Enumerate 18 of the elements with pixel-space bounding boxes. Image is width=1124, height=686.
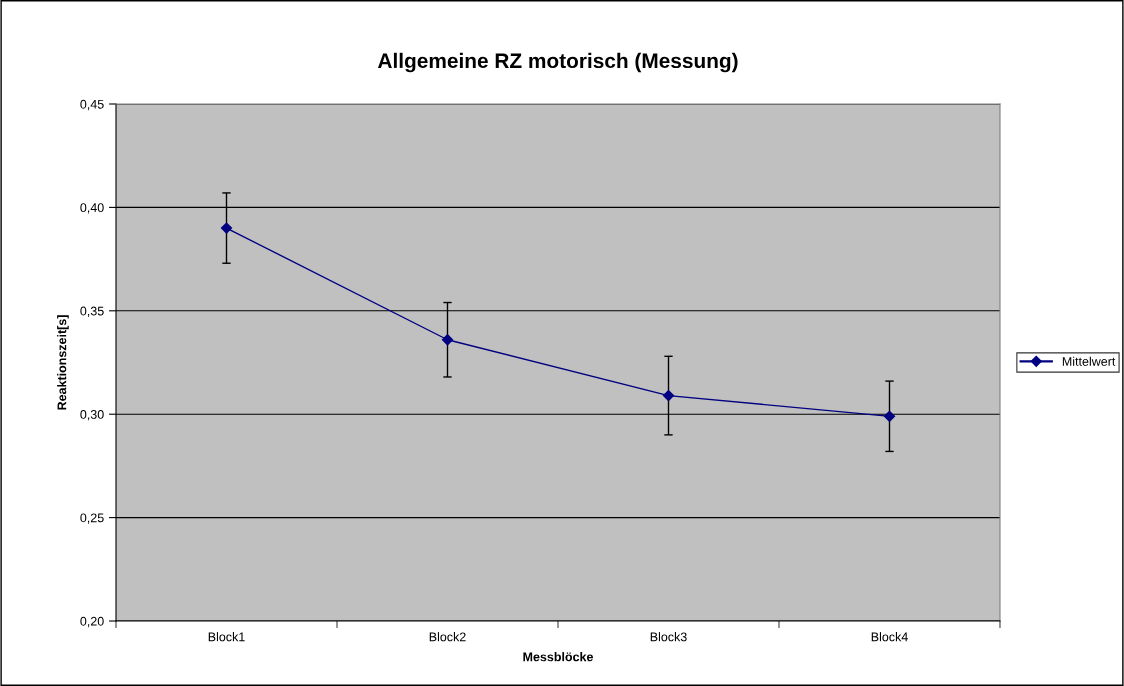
- x-tick-label: Block1: [208, 632, 245, 642]
- y-axis-title: Reaktionszeit[s]: [57, 315, 69, 410]
- point: [883, 410, 896, 422]
- point: [220, 222, 233, 234]
- legend-label: Mittelwert: [1062, 356, 1116, 366]
- y-tick-label: 0,35: [80, 306, 104, 317]
- y-tick-label: 0,40: [80, 203, 104, 214]
- point: [441, 334, 454, 346]
- y-tick-label: 0,20: [80, 616, 104, 628]
- x-tick-label: Block2: [429, 632, 466, 642]
- y-tick-label: 0,25: [80, 513, 104, 524]
- y-tick-label: 0,45: [80, 99, 104, 111]
- chart-title: Allgemeine RZ motorisch (Messung): [377, 52, 738, 73]
- x-tick-label: Block4: [871, 632, 908, 642]
- x-tick-label: Block3: [650, 632, 687, 642]
- y-tick-label: 0,30: [80, 410, 104, 421]
- x-axis-title: Messblöcke: [523, 652, 594, 662]
- point: [662, 389, 675, 402]
